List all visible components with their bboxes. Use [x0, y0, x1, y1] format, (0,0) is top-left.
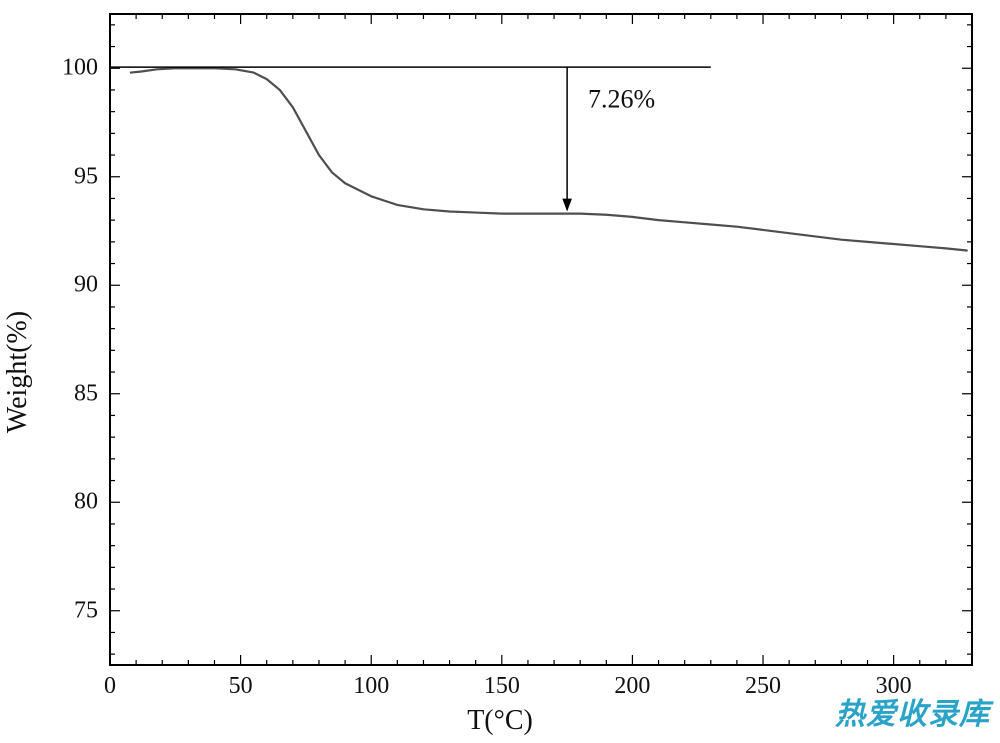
- y-tick-label: 85: [74, 380, 98, 407]
- x-tick-label: 100: [353, 673, 389, 700]
- watermark-text: 热爱收录库: [835, 689, 990, 733]
- y-tick-label: 75: [74, 597, 98, 624]
- x-tick-label: 50: [229, 673, 253, 700]
- x-tick-label: 200: [614, 673, 650, 700]
- y-tick-label: 90: [74, 272, 98, 299]
- x-tick-label: 150: [484, 673, 520, 700]
- tga-chart: 7.26% Weight(%) T(°C) 热爱收录库 0 50 100 150 200…: [0, 0, 1000, 743]
- y-tick-label: 95: [74, 163, 98, 190]
- y-tick-label: 100: [62, 55, 98, 82]
- drop-percent-label: 7.26%: [588, 84, 655, 113]
- y-axis-label: Weight(%): [2, 310, 34, 432]
- y-tick-label: 80: [74, 489, 98, 516]
- x-axis-label: T(°C): [467, 705, 533, 737]
- x-tick-label: 300: [876, 673, 912, 700]
- x-tick-label: 0: [104, 673, 116, 700]
- chart-canvas: 7.26%: [0, 0, 1000, 743]
- x-tick-label: 250: [745, 673, 781, 700]
